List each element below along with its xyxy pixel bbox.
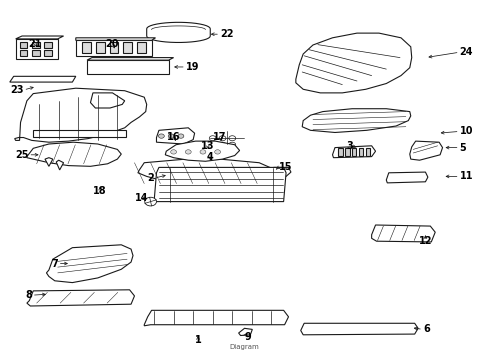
Polygon shape — [238, 328, 252, 336]
Polygon shape — [365, 148, 369, 156]
Text: 22: 22 — [220, 29, 233, 39]
Text: 14: 14 — [135, 193, 148, 203]
Text: 20: 20 — [105, 39, 119, 49]
Polygon shape — [138, 159, 273, 186]
Polygon shape — [165, 141, 239, 161]
Polygon shape — [16, 36, 63, 39]
Polygon shape — [300, 323, 417, 335]
Circle shape — [178, 134, 183, 138]
Text: 3: 3 — [346, 141, 352, 151]
Polygon shape — [386, 172, 427, 183]
Text: 15: 15 — [278, 162, 292, 172]
Circle shape — [168, 134, 174, 138]
Polygon shape — [27, 142, 121, 166]
Polygon shape — [76, 38, 155, 40]
Polygon shape — [332, 146, 375, 158]
Polygon shape — [87, 60, 168, 74]
Polygon shape — [109, 42, 118, 53]
Text: Diagram: Diagram — [229, 344, 259, 350]
Text: 16: 16 — [166, 132, 180, 142]
Polygon shape — [87, 58, 173, 60]
Text: 2: 2 — [147, 173, 154, 183]
Polygon shape — [266, 167, 290, 177]
Text: 10: 10 — [459, 126, 472, 136]
Circle shape — [200, 150, 205, 154]
Text: 21: 21 — [28, 39, 42, 49]
Text: 8: 8 — [25, 290, 32, 300]
Polygon shape — [358, 148, 363, 156]
Text: 7: 7 — [51, 258, 58, 269]
Polygon shape — [45, 158, 53, 166]
Circle shape — [269, 169, 277, 175]
Polygon shape — [46, 245, 133, 283]
Circle shape — [209, 142, 216, 147]
Polygon shape — [371, 225, 434, 242]
Text: 25: 25 — [15, 150, 28, 160]
Text: 5: 5 — [459, 143, 466, 153]
Text: 19: 19 — [185, 62, 199, 72]
Polygon shape — [90, 93, 124, 108]
Polygon shape — [16, 39, 58, 59]
Circle shape — [185, 150, 191, 154]
Text: 23: 23 — [10, 85, 23, 95]
Text: 4: 4 — [206, 152, 213, 162]
Text: 11: 11 — [459, 171, 472, 181]
Polygon shape — [10, 76, 76, 82]
Polygon shape — [20, 50, 27, 56]
Text: 13: 13 — [201, 141, 214, 151]
Text: 12: 12 — [418, 236, 431, 246]
Polygon shape — [295, 33, 411, 93]
Polygon shape — [156, 128, 194, 144]
Polygon shape — [33, 130, 126, 137]
Polygon shape — [82, 42, 91, 53]
Circle shape — [144, 197, 156, 206]
Polygon shape — [345, 148, 349, 156]
Polygon shape — [44, 42, 52, 48]
Polygon shape — [154, 167, 285, 202]
Polygon shape — [32, 42, 40, 48]
Text: 6: 6 — [422, 324, 429, 334]
Polygon shape — [351, 148, 356, 156]
Polygon shape — [20, 42, 27, 48]
Circle shape — [209, 136, 216, 141]
Circle shape — [219, 136, 225, 141]
Polygon shape — [44, 50, 52, 56]
Text: 9: 9 — [244, 332, 251, 342]
Polygon shape — [123, 42, 132, 53]
Polygon shape — [56, 160, 63, 170]
Polygon shape — [338, 148, 342, 156]
Text: 18: 18 — [93, 186, 107, 196]
Circle shape — [228, 136, 235, 141]
Circle shape — [219, 142, 225, 147]
Circle shape — [170, 150, 176, 154]
Text: 17: 17 — [213, 132, 226, 142]
Polygon shape — [302, 109, 410, 132]
Polygon shape — [137, 42, 145, 53]
Polygon shape — [144, 310, 288, 326]
Circle shape — [228, 142, 235, 147]
Polygon shape — [32, 50, 40, 56]
Text: 1: 1 — [194, 335, 201, 345]
Circle shape — [158, 134, 164, 138]
Polygon shape — [96, 42, 104, 53]
Text: 24: 24 — [459, 47, 472, 57]
Polygon shape — [146, 22, 210, 42]
Circle shape — [214, 150, 220, 154]
Polygon shape — [15, 88, 146, 142]
Polygon shape — [409, 141, 442, 160]
Polygon shape — [76, 40, 151, 56]
Polygon shape — [27, 290, 134, 306]
